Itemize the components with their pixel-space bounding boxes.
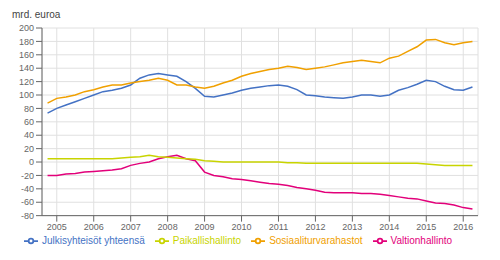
svg-text:2016: 2016 [453, 222, 473, 232]
svg-text:140: 140 [19, 63, 34, 73]
svg-text:2005: 2005 [47, 222, 67, 232]
svg-text:2006: 2006 [84, 222, 104, 232]
svg-text:160: 160 [19, 50, 34, 60]
svg-text:2015: 2015 [416, 222, 436, 232]
svg-text:2012: 2012 [305, 222, 325, 232]
html-text:Sosiaaliturvarahastot: Sosiaaliturvarahastot [269, 234, 363, 246]
svg-text:80: 80 [24, 104, 34, 114]
svg-text:180: 180 [19, 37, 34, 47]
svg-text:-20: -20 [21, 171, 34, 181]
html-text:Julkisyhteisöt yhteensä: Julkisyhteisöt yhteensä [41, 234, 145, 246]
svg-text:-80: -80 [21, 211, 34, 221]
svg-text:2009: 2009 [195, 222, 215, 232]
svg-text:-40: -40 [21, 184, 34, 194]
svg-text:20: 20 [24, 144, 34, 154]
html-text:mrd. euroa: mrd. euroa [12, 9, 61, 20]
svg-text:200: 200 [19, 23, 34, 33]
svg-text:2010: 2010 [232, 222, 252, 232]
svg-text:100: 100 [19, 90, 34, 100]
html-text:Valtionhallinto: Valtionhallinto [390, 234, 453, 246]
svg-text:40: 40 [24, 130, 34, 140]
svg-text:2011: 2011 [269, 222, 288, 232]
svg-text:-60: -60 [21, 197, 34, 207]
svg-text:2013: 2013 [342, 222, 362, 232]
svg-text:0: 0 [29, 157, 34, 167]
svg-text:2014: 2014 [379, 222, 399, 232]
svg-text:60: 60 [24, 117, 34, 127]
svg-text:120: 120 [19, 77, 34, 87]
html-text:Paikallishallinto: Paikallishallinto [172, 234, 242, 246]
svg-text:2007: 2007 [121, 222, 141, 232]
svg-text:2008: 2008 [158, 222, 178, 232]
